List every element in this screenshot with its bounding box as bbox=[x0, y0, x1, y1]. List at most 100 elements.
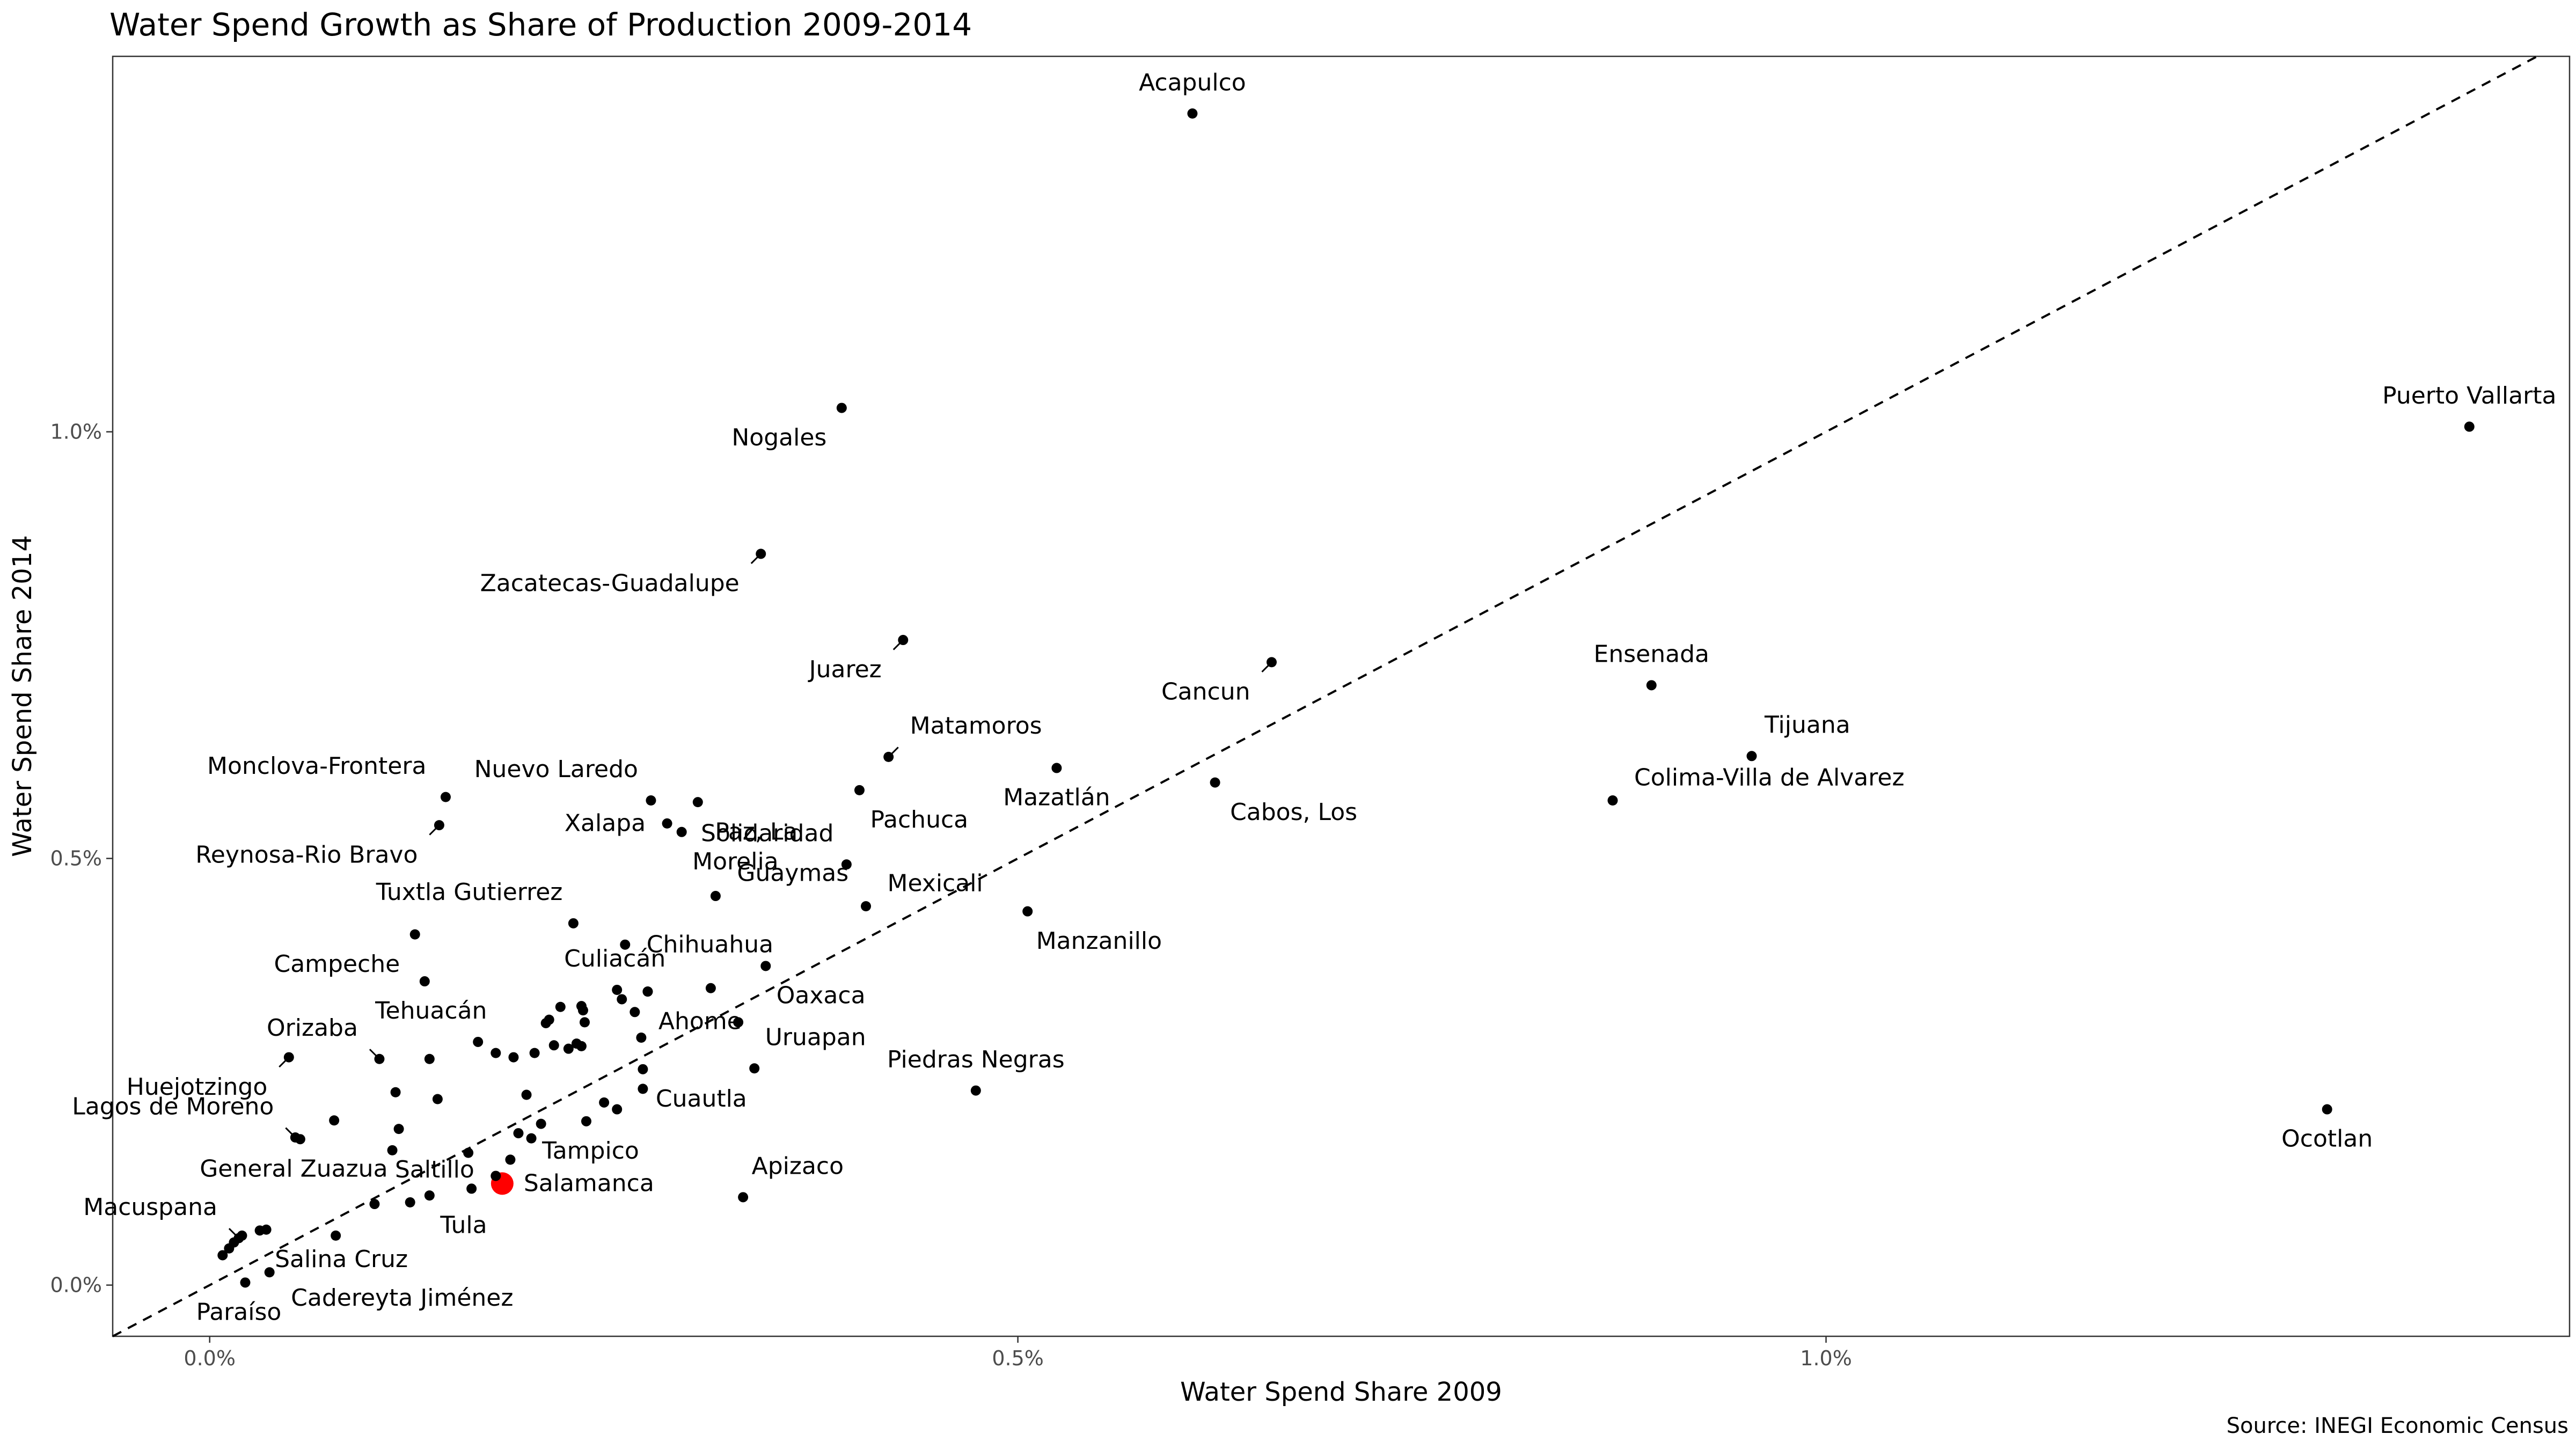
point-label: Paraíso bbox=[196, 1299, 282, 1326]
point-label: Campeche bbox=[274, 950, 400, 978]
point-label: Reynosa-Rio Bravo bbox=[195, 841, 418, 868]
point-label: Cancun bbox=[1161, 678, 1250, 706]
reference-line-y-equals-x bbox=[112, 55, 2538, 1337]
data-point bbox=[620, 939, 631, 950]
data-point bbox=[390, 1087, 401, 1097]
point-label: Cuautla bbox=[656, 1085, 747, 1113]
data-point bbox=[662, 818, 672, 829]
point-label: Culiacán bbox=[564, 945, 665, 972]
point-label: Mexicali bbox=[888, 870, 983, 897]
data-point bbox=[1266, 657, 1277, 668]
point-label: Colima-Villa de Alvarez bbox=[1634, 764, 1905, 791]
x-tick-label: 0.0% bbox=[184, 1346, 236, 1370]
y-axis-title: Water Spend Share 2014 bbox=[8, 535, 38, 857]
data-point bbox=[749, 1063, 760, 1074]
y-axis: 0.0% 0.5% 1.0% bbox=[50, 420, 113, 1297]
data-point bbox=[295, 1134, 305, 1145]
data-point bbox=[393, 1124, 404, 1135]
data-point bbox=[733, 1017, 744, 1028]
point-label: Matamoros bbox=[910, 712, 1042, 740]
data-point bbox=[756, 548, 766, 559]
data-point bbox=[970, 1085, 981, 1096]
data-point bbox=[369, 1199, 380, 1210]
point-label: Guaymas bbox=[737, 859, 848, 887]
point-label: Lagos de Moreno bbox=[72, 1093, 274, 1120]
data-point bbox=[854, 785, 865, 795]
point-label: Xalapa bbox=[565, 809, 646, 837]
x-axis: 0.0% 0.5% 1.0% bbox=[184, 1336, 1852, 1370]
data-points bbox=[217, 108, 2475, 1288]
point-label: Apizaco bbox=[752, 1153, 844, 1180]
data-point bbox=[636, 1033, 647, 1043]
data-point bbox=[229, 1237, 239, 1248]
data-point bbox=[617, 994, 627, 1005]
data-point bbox=[705, 983, 716, 993]
data-point bbox=[1210, 777, 1220, 788]
data-point bbox=[1607, 795, 1618, 806]
point-label: Ahome bbox=[658, 1007, 742, 1035]
data-point bbox=[491, 1048, 501, 1058]
point-label: Zacatecas-Guadalupe bbox=[480, 570, 740, 597]
point-label: Ocotlan bbox=[2281, 1125, 2373, 1153]
y-tick-label: 0.5% bbox=[50, 847, 102, 870]
data-point bbox=[548, 1040, 559, 1051]
data-point bbox=[1746, 751, 1757, 762]
data-point bbox=[599, 1097, 610, 1108]
data-point bbox=[577, 1005, 588, 1016]
data-point bbox=[463, 1147, 474, 1158]
data-point bbox=[536, 1118, 546, 1129]
point-label: Huejotzingo bbox=[127, 1073, 268, 1101]
point-label: Saltillo bbox=[395, 1156, 474, 1183]
data-point bbox=[513, 1128, 524, 1139]
point-labels: Acapulco Puerto Vallarta Nogales Zacatecas-… bbox=[72, 69, 2556, 1326]
point-label: Puerto Vallarta bbox=[2382, 382, 2556, 409]
data-point bbox=[576, 1041, 587, 1051]
data-point bbox=[424, 1053, 435, 1064]
data-point bbox=[841, 859, 852, 870]
data-point bbox=[240, 1277, 251, 1288]
data-point bbox=[432, 1094, 443, 1104]
data-point bbox=[642, 986, 653, 997]
data-point bbox=[581, 1116, 591, 1126]
data-point bbox=[329, 1115, 340, 1126]
data-point bbox=[568, 918, 579, 928]
point-label: Cabos, Los bbox=[1230, 799, 1357, 826]
data-point bbox=[419, 976, 430, 987]
data-point bbox=[760, 961, 771, 971]
chart-title: Water Spend Growth as Share of Productio… bbox=[109, 6, 972, 43]
point-label: Tampico bbox=[541, 1137, 639, 1165]
x-tick-label: 0.5% bbox=[992, 1346, 1044, 1370]
data-point bbox=[710, 891, 721, 902]
data-point bbox=[409, 929, 420, 940]
x-axis-title: Water Spend Share 2009 bbox=[1180, 1377, 1502, 1407]
point-label: General Zuazua bbox=[200, 1155, 387, 1182]
data-point bbox=[544, 1014, 554, 1025]
data-point bbox=[1646, 680, 1657, 691]
data-point bbox=[505, 1154, 516, 1165]
data-point bbox=[387, 1145, 398, 1155]
point-label: Mazatlán bbox=[1003, 784, 1110, 811]
data-point bbox=[1022, 906, 1033, 917]
data-point bbox=[646, 795, 656, 806]
y-tick-label: 1.0% bbox=[50, 420, 102, 444]
point-label: Salamanca bbox=[524, 1169, 654, 1197]
data-point bbox=[612, 984, 623, 995]
point-label: Monclova-Frontera bbox=[207, 752, 426, 780]
point-label: Oaxaca bbox=[777, 982, 866, 1009]
data-point bbox=[526, 1133, 537, 1144]
plot-panel bbox=[112, 55, 2571, 1337]
data-point bbox=[237, 1230, 247, 1241]
point-label: Juarez bbox=[808, 656, 882, 683]
data-point bbox=[2464, 421, 2475, 432]
data-point bbox=[283, 1052, 294, 1063]
data-point bbox=[630, 1007, 640, 1018]
data-point bbox=[491, 1170, 501, 1181]
point-label: Cadereyta Jiménez bbox=[291, 1284, 513, 1312]
point-label: Piedras Negras bbox=[887, 1046, 1065, 1073]
point-label: Uruapan bbox=[765, 1023, 866, 1051]
point-label: Tula bbox=[440, 1211, 487, 1239]
point-label: Nuevo Laredo bbox=[474, 756, 638, 783]
data-point bbox=[738, 1192, 749, 1203]
data-point bbox=[836, 402, 847, 413]
